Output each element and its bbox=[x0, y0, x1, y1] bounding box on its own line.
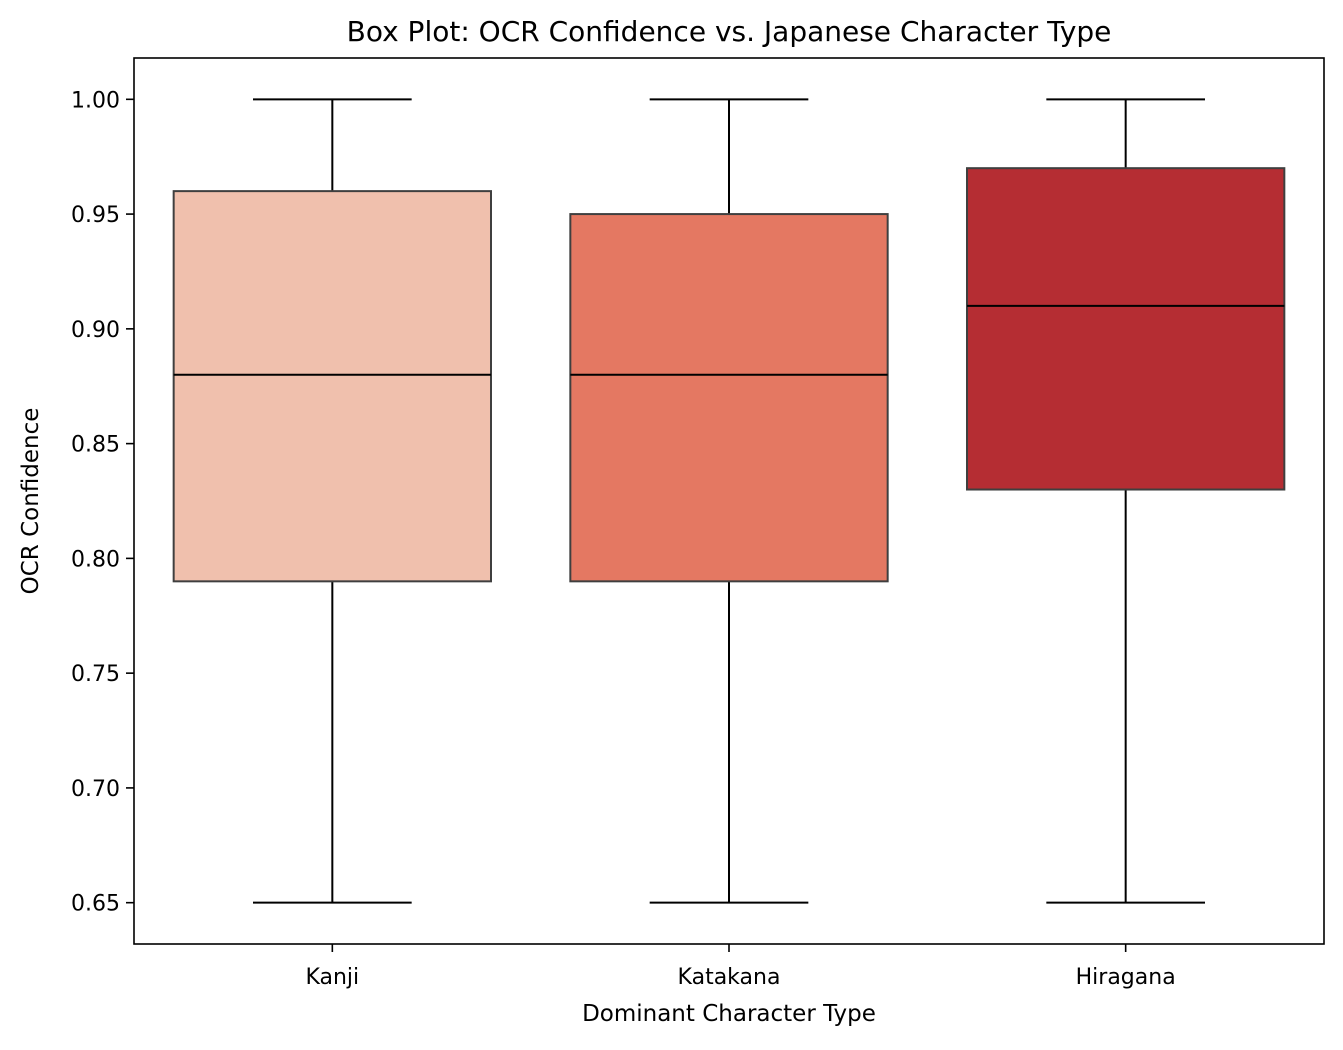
y-tick-label: 0.85 bbox=[71, 433, 120, 458]
iqr-box-katakana bbox=[569, 213, 889, 583]
iqr-box-hiragana bbox=[966, 167, 1286, 491]
y-tick-label: 0.75 bbox=[71, 662, 120, 687]
x-axis-label: Dominant Character Type bbox=[582, 1001, 876, 1027]
x-tick-label: Hiragana bbox=[1076, 965, 1176, 990]
x-tick-label: Katakana bbox=[678, 965, 781, 990]
chart-title: Box Plot: OCR Confidence vs. Japanese Ch… bbox=[347, 15, 1112, 48]
y-tick-label: 0.95 bbox=[71, 203, 120, 228]
y-tick-label: 0.70 bbox=[71, 777, 120, 802]
y-axis-label: OCR Confidence bbox=[18, 408, 44, 595]
box-group-katakana bbox=[569, 98, 889, 904]
iqr-box-kanji bbox=[172, 190, 493, 583]
x-tick-label: Kanji bbox=[305, 965, 359, 990]
box-group-kanji bbox=[172, 98, 493, 904]
y-tick-label: 0.65 bbox=[71, 892, 120, 917]
y-axis: 0.65 0.70 0.75 0.80 0.85 0.90 0.95 1.00 bbox=[71, 88, 134, 917]
boxes-layer bbox=[172, 98, 1286, 904]
box-group-hiragana bbox=[966, 98, 1286, 904]
y-tick-label: 1.00 bbox=[71, 88, 120, 113]
y-tick-label: 0.80 bbox=[71, 547, 120, 572]
y-tick-label: 0.90 bbox=[71, 318, 120, 343]
x-axis: Kanji Katakana Hiragana bbox=[305, 944, 1176, 990]
